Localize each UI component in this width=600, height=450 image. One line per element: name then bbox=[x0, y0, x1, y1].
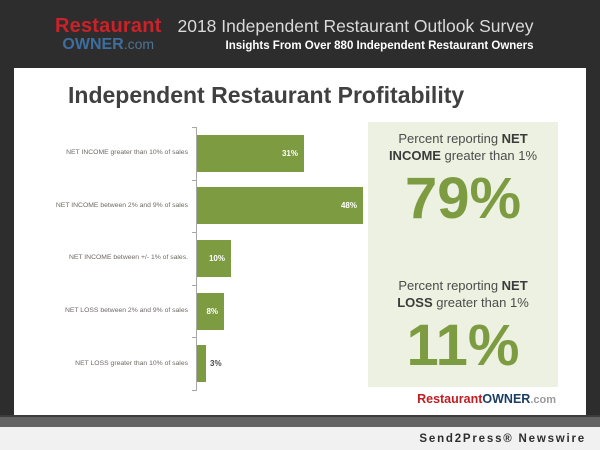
axis-tick bbox=[192, 179, 197, 181]
stat-net-loss-text: Percent reporting NET LOSS greater than … bbox=[380, 228, 546, 312]
axis-tick bbox=[192, 284, 197, 286]
bar-track: 10% bbox=[196, 239, 231, 277]
bar: 8% bbox=[196, 292, 224, 330]
bar-value-label: 3% bbox=[210, 359, 222, 369]
chart-axis bbox=[196, 127, 197, 390]
axis-tick bbox=[192, 127, 197, 128]
bar-category-label: NET LOSS greater than 10% of sales bbox=[75, 359, 188, 367]
bar-category-label: NET LOSS between 2% and 9% of sales bbox=[64, 307, 188, 314]
brand-watermark: RestaurantOWNER.com bbox=[417, 392, 556, 406]
header: Restaurant OWNER.com 2018 Independent Re… bbox=[0, 0, 600, 68]
bar-category-label: NET INCOME between 2% and 9% of sales bbox=[55, 201, 188, 209]
logo-owner-com: OWNER.com bbox=[55, 35, 161, 53]
stat-text-bold: NET INCOME bbox=[388, 131, 528, 163]
bar: 31% bbox=[196, 134, 304, 172]
bar-track: 8% bbox=[196, 292, 224, 330]
bar-value-label: 31% bbox=[281, 148, 298, 158]
bar-row: NET INCOME between +/- 1% of sales. 10% bbox=[38, 232, 363, 285]
bar-row: NET LOSS greater than 10% of sales 3% bbox=[38, 337, 363, 390]
bar-category-label: NET INCOME between +/- 1% of sales. bbox=[68, 254, 188, 262]
bar-value-label: 8% bbox=[206, 306, 218, 316]
stat-text-suffix: greater than 1% bbox=[440, 147, 538, 163]
axis-tick bbox=[192, 232, 197, 234]
bar: 48% bbox=[196, 187, 363, 225]
survey-subtitle: Insights From Over 880 Independent Resta… bbox=[225, 40, 534, 52]
header-text: 2018 Independent Restaurant Outlook Surv… bbox=[177, 16, 533, 52]
stat-net-income-text: Percent reporting NET INCOME greater tha… bbox=[380, 122, 546, 165]
logo-com: .com bbox=[123, 35, 155, 52]
brand-com: .com bbox=[530, 394, 556, 406]
stat-text-bold: NET LOSS bbox=[397, 277, 528, 310]
newswire-credit: Send2Press® Newswire bbox=[419, 432, 586, 445]
bar-track: 3% bbox=[196, 345, 222, 383]
survey-title: 2018 Independent Restaurant Outlook Surv… bbox=[177, 16, 534, 36]
bar-row: NET INCOME between 2% and 9% of sales 48% bbox=[38, 180, 363, 233]
brand-owner: OWNER bbox=[482, 392, 531, 406]
restaurant-owner-logo: Restaurant OWNER.com bbox=[55, 16, 161, 53]
page-title: Independent Restaurant Profitability bbox=[68, 82, 465, 108]
stat-net-income-value: 79% bbox=[404, 165, 522, 231]
bar-category-label: NET INCOME greater than 10% of sales bbox=[66, 149, 188, 157]
stat-net-loss-value: 11% bbox=[406, 312, 520, 378]
bar-value-label: 10% bbox=[208, 253, 225, 263]
stats-panel: Percent reporting NET INCOME greater tha… bbox=[368, 122, 558, 387]
bar-track: 31% bbox=[196, 134, 304, 172]
content-area: Independent Restaurant Profitability NET… bbox=[14, 68, 586, 415]
bar-track: 48% bbox=[196, 187, 363, 225]
axis-tick bbox=[192, 337, 197, 339]
stat-text-prefix: Percent reporting bbox=[398, 277, 502, 293]
flyer: Restaurant OWNER.com 2018 Independent Re… bbox=[0, 0, 600, 427]
bar-value-label: 48% bbox=[340, 201, 357, 211]
bar-row: NET LOSS between 2% and 9% of sales 8% bbox=[38, 285, 363, 338]
stat-text-suffix: greater than 1% bbox=[432, 294, 529, 310]
bar-chart: NET INCOME greater than 10% of sales 31% N… bbox=[38, 127, 363, 390]
axis-tick bbox=[192, 390, 197, 391]
bar-row: NET INCOME greater than 10% of sales 31% bbox=[38, 127, 363, 180]
bar bbox=[196, 345, 206, 383]
page-footer: Send2Press® Newswire bbox=[0, 427, 600, 450]
stat-text-prefix: Percent reporting bbox=[398, 131, 502, 146]
logo-owner: OWNER bbox=[62, 35, 124, 53]
brand-restaurant: Restaurant bbox=[417, 392, 483, 406]
logo-restaurant: Restaurant bbox=[55, 14, 162, 37]
flyer-bottom-border bbox=[0, 415, 600, 427]
bar: 10% bbox=[196, 239, 231, 277]
